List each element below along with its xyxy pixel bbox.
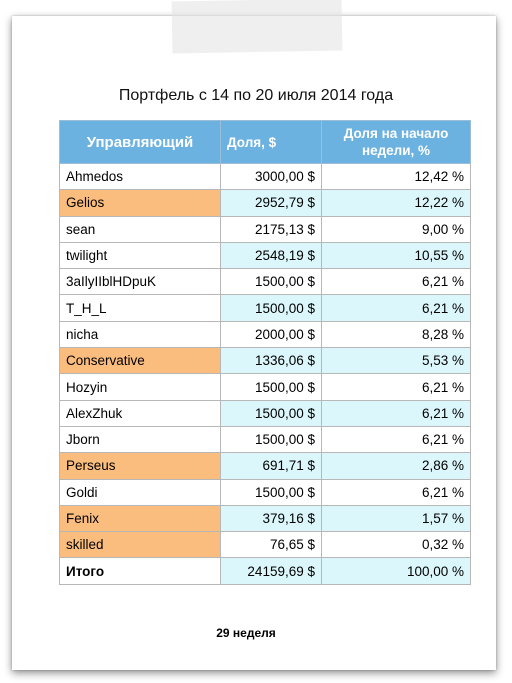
header-manager: Управляющий [59,120,221,164]
cell-share: 2000,00 $ [220,320,322,349]
table-header-row: Управляющий Доля, $ Доля на начало недел… [59,120,471,164]
cell-percent: 12,22 % [321,189,471,217]
cell-percent: 6,21 % [321,268,471,296]
cell-name: Jborn [59,425,221,454]
cell-name: 3aIlyIIblHDpuK [59,268,221,296]
table-row: Conservative 1336,06 $ 5,53 % [59,347,471,375]
portfolio-table: Управляющий Доля, $ Доля на начало недел… [59,120,471,585]
cell-name: T_H_L [59,294,221,322]
table-row: 3aIlyIIblHDpuK 1500,00 $ 6,21 % [59,268,471,296]
cell-name: sean [59,215,221,243]
week-label: 29 неделя [216,626,276,640]
cell-percent: 12,42 % [321,162,471,191]
cell-percent: 9,00 % [321,215,471,243]
cell-share: 1500,00 $ [220,478,322,506]
cell-name: skilled [59,531,221,559]
cell-share: 691,71 $ [220,452,322,480]
cell-share: 2175,13 $ [220,215,322,243]
cell-percent: 6,21 % [321,478,471,506]
cell-name: Hozyin [59,373,221,401]
cell-share: 1500,00 $ [220,294,322,322]
cell-percent: 6,21 % [321,425,471,454]
total-label: Итого [59,557,221,585]
cell-share: 76,65 $ [220,531,322,559]
cell-share: 1500,00 $ [220,399,322,427]
cell-percent: 6,21 % [321,294,471,322]
cell-name: twilight [59,241,221,270]
table-row: sean 2175,13 $ 9,00 % [59,215,471,243]
table-row: skilled 76,65 $ 0,32 % [59,531,471,559]
cell-share: 2548,19 $ [220,241,322,270]
table-row: Perseus 691,71 $ 2,86 % [59,452,471,480]
cell-name: Perseus [59,452,221,480]
cell-name: AlexZhuk [59,399,221,427]
table-row: Hozyin 1500,00 $ 6,21 % [59,373,471,401]
cell-name: Conservative [59,347,221,375]
cell-percent: 5,53 % [321,347,471,375]
total-percent: 100,00 % [321,557,471,585]
cell-share: 1500,00 $ [220,373,322,401]
total-row: Итого 24159,69 $ 100,00 % [59,557,471,585]
table-row: AlexZhuk 1500,00 $ 6,21 % [59,399,471,427]
table-row: nicha 2000,00 $ 8,28 % [59,320,471,349]
cell-percent: 10,55 % [321,241,471,270]
cell-name: Gelios [59,189,221,217]
table-row: Fenix 379,16 $ 1,57 % [59,504,471,533]
cell-name: nicha [59,320,221,349]
cell-share: 1336,06 $ [220,347,322,375]
cell-percent: 8,28 % [321,320,471,349]
header-share: Доля, $ [220,120,322,164]
header-percent: Доля на начало недели, % [321,120,471,164]
table-row: T_H_L 1500,00 $ 6,21 % [59,294,471,322]
cell-share: 2952,79 $ [220,189,322,217]
cell-percent: 0,32 % [321,531,471,559]
cell-percent: 6,21 % [321,399,471,427]
cell-name: Goldi [59,478,221,506]
cell-percent: 1,57 % [321,504,471,533]
table-row: twilight 2548,19 $ 10,55 % [59,241,471,270]
tape-strip [171,0,343,54]
table-row: Jborn 1500,00 $ 6,21 % [59,425,471,454]
cell-name: Fenix [59,504,221,533]
cell-share: 379,16 $ [220,504,322,533]
table-row: Gelios 2952,79 $ 12,22 % [59,189,471,217]
cell-percent: 2,86 % [321,452,471,480]
table-row: Ahmedos 3000,00 $ 12,42 % [59,162,471,191]
total-share: 24159,69 $ [220,557,322,585]
cell-share: 1500,00 $ [220,268,322,296]
cell-share: 1500,00 $ [220,425,322,454]
table-row: Goldi 1500,00 $ 6,21 % [59,478,471,506]
cell-name: Ahmedos [59,162,221,191]
cell-percent: 6,21 % [321,373,471,401]
page-title: Портфель с 14 по 20 июля 2014 года [118,87,394,104]
cell-share: 3000,00 $ [220,162,322,191]
